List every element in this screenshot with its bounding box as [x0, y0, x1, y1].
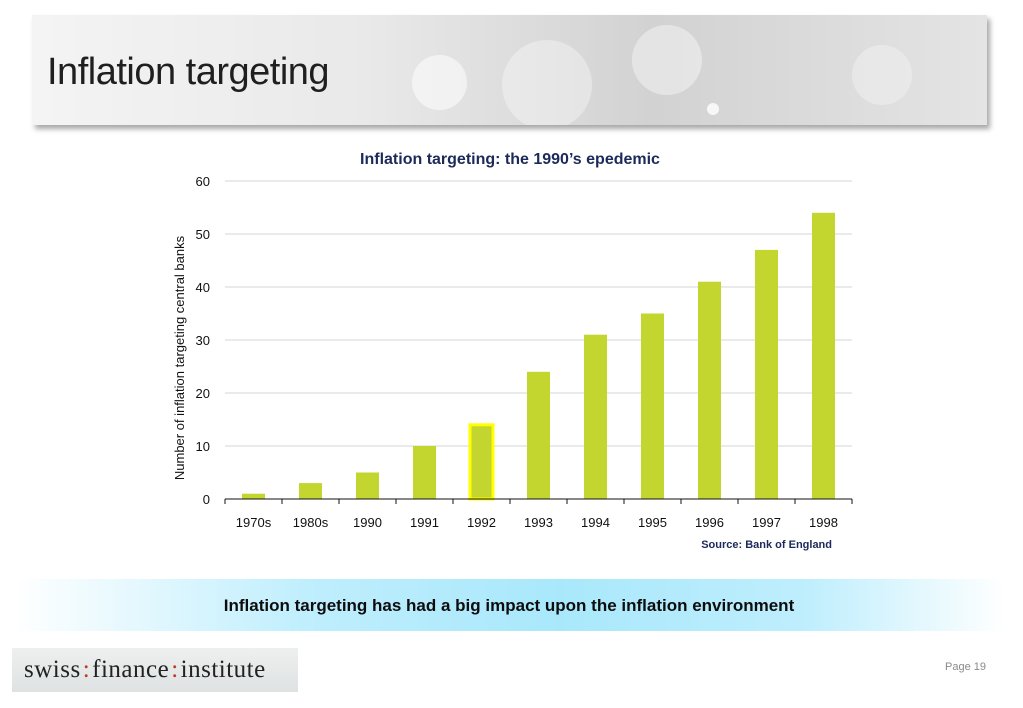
bars	[242, 212, 835, 501]
x-tick-label: 1995	[638, 515, 667, 530]
y-axis-label: Number of inflation targeting central ba…	[172, 235, 187, 480]
chart-title: Inflation targeting: the 1990’s epedemic	[360, 151, 660, 168]
y-tick-label: 20	[196, 386, 210, 401]
bar-1980s	[299, 483, 322, 499]
bar-1970s	[242, 493, 265, 499]
source-note: Source: Bank of England	[701, 539, 832, 551]
bar-1997	[755, 249, 778, 499]
decorative-bokeh	[502, 40, 592, 125]
callout-band: Inflation targeting has had a big impact…	[12, 579, 1006, 631]
x-tick-label: 1993	[524, 515, 553, 530]
gridlines	[225, 180, 852, 447]
page-title: Inflation targeting	[47, 51, 330, 93]
x-tick-labels: 1970s 1980s 1990 1991 1992 1993 1994 1995 1996 19…	[236, 515, 838, 530]
bar-1991	[413, 446, 436, 499]
decorative-bokeh	[852, 45, 912, 105]
x-tick-label: 1997	[752, 515, 781, 530]
y-tick-labels: 0 10 20 30 40 50 60	[196, 174, 210, 507]
y-tick-label: 10	[196, 439, 210, 454]
axes	[224, 498, 853, 504]
x-tick-label: 1980s	[293, 515, 329, 530]
logo-separator: :	[171, 656, 179, 683]
logo-separator: :	[82, 656, 91, 683]
logo-wordmark: swiss:finance:institute	[24, 656, 266, 684]
y-tick-label: 40	[196, 280, 210, 295]
y-tick-label: 50	[196, 227, 210, 242]
x-tick-label: 1990	[353, 515, 382, 530]
decorative-bokeh	[707, 103, 719, 115]
decorative-bokeh	[632, 25, 702, 95]
callout-text: Inflation targeting has had a big impact…	[223, 596, 795, 615]
x-tick-label: 1994	[581, 515, 610, 530]
logo-part-institute: institute	[180, 656, 266, 683]
bar-1990	[356, 472, 379, 499]
y-tick-label: 30	[196, 333, 210, 348]
x-tick-label: 1970s	[236, 515, 272, 530]
y-tick-label: 0	[203, 492, 210, 507]
header-band: Inflation targeting	[32, 15, 987, 125]
bar-1995	[641, 313, 664, 499]
bar-chart: Inflation targeting: the 1990’s epedemic…	[172, 151, 853, 551]
x-tick-label: 1998	[809, 515, 838, 530]
bar-1992	[468, 423, 495, 501]
bar-1996	[698, 281, 721, 499]
page-number: Page 19	[945, 661, 986, 673]
footer-logo: swiss:finance:institute	[12, 648, 298, 692]
x-tick-label: 1991	[410, 515, 439, 530]
y-tick-label: 60	[196, 174, 210, 189]
decorative-bokeh	[412, 55, 467, 110]
bar-1993	[527, 371, 550, 499]
x-tick-label: 1992	[467, 515, 496, 530]
x-tick-label: 1996	[695, 515, 724, 530]
logo-part-finance: finance	[92, 656, 170, 683]
logo-part-swiss: swiss	[24, 656, 81, 683]
bar-1998	[812, 212, 835, 500]
bar-1994	[584, 334, 607, 499]
